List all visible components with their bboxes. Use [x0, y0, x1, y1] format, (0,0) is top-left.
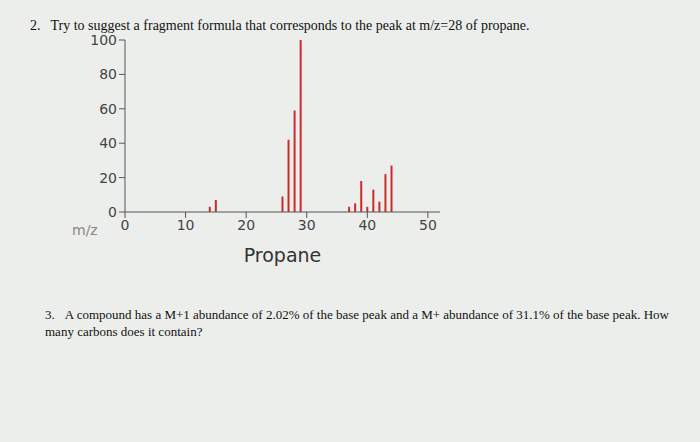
svg-text:20: 20	[99, 170, 117, 186]
svg-text:10: 10	[177, 217, 195, 233]
svg-text:20: 20	[237, 217, 255, 233]
svg-text:50: 50	[419, 217, 437, 233]
html-text:Try to suggest a fragment form: Try to suggest a fragment formula that c…	[50, 18, 530, 33]
svg-text:60: 60	[99, 101, 117, 117]
svg-text:0: 0	[121, 217, 130, 233]
svg-text:80: 80	[99, 66, 117, 82]
svg-text:Propane: Propane	[244, 244, 322, 266]
svg-text:40: 40	[99, 135, 117, 151]
html-text:3.: 3.	[45, 307, 55, 322]
svg-text:30: 30	[298, 217, 316, 233]
html-text:m/z: m/z	[72, 222, 98, 238]
svg-text:100: 100	[90, 32, 117, 48]
svg-text:0: 0	[108, 204, 117, 220]
html-text:2.: 2.	[30, 18, 41, 33]
svg-text:40: 40	[358, 217, 376, 233]
html-text:A compound has a M+1 abundance: A compound has a M+1 abundance of 2.02% …	[45, 307, 669, 339]
